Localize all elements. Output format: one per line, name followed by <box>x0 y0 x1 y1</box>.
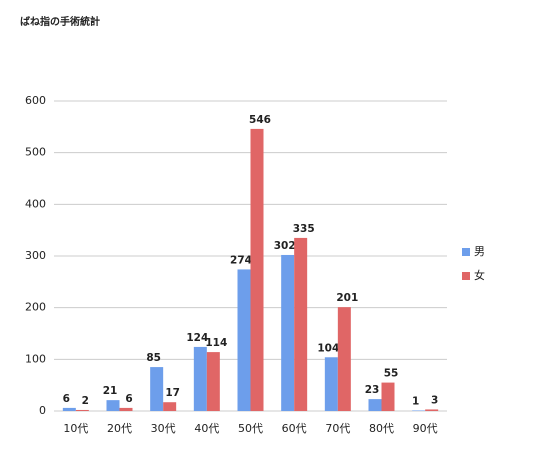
y-tick-label: 500 <box>25 146 46 159</box>
bar <box>425 409 439 411</box>
value-label: 302 <box>274 240 296 252</box>
bar <box>150 367 164 411</box>
value-label: 23 <box>365 384 380 396</box>
x-tick-label: 50代 <box>238 422 263 435</box>
value-label: 21 <box>103 385 118 397</box>
bar <box>368 399 382 411</box>
value-label: 6 <box>63 393 70 405</box>
legend-swatch <box>462 248 470 256</box>
value-label: 104 <box>317 342 339 354</box>
bar <box>412 410 426 411</box>
value-label: 85 <box>146 352 161 364</box>
legend-label: 男 <box>474 245 485 258</box>
value-label: 55 <box>384 368 399 380</box>
bar <box>324 357 338 411</box>
x-tick-label: 30代 <box>151 422 176 435</box>
y-tick-label: 0 <box>39 404 46 417</box>
value-label: 335 <box>293 223 315 235</box>
bar <box>193 346 207 411</box>
x-tick-label: 90代 <box>413 422 438 435</box>
x-tick-label: 20代 <box>107 422 132 435</box>
legend-label: 女 <box>474 268 485 282</box>
bar <box>119 407 133 411</box>
y-tick-label: 200 <box>25 301 46 314</box>
x-tick-label: 60代 <box>282 422 307 435</box>
value-label: 201 <box>336 292 358 304</box>
x-tick-label: 10代 <box>63 422 88 435</box>
bar <box>237 269 251 411</box>
bar <box>281 254 295 411</box>
value-label: 274 <box>230 254 252 266</box>
value-label: 114 <box>205 337 227 349</box>
y-tick-label: 600 <box>25 94 46 107</box>
legend-swatch <box>462 272 470 280</box>
value-label: 546 <box>249 114 271 126</box>
y-tick-label: 400 <box>25 197 46 210</box>
value-label: 3 <box>431 394 438 406</box>
bar <box>62 407 76 411</box>
chart-title: ばね指の手術統計 <box>20 15 100 28</box>
bar <box>294 237 308 411</box>
bar <box>206 352 220 411</box>
value-label: 17 <box>165 387 180 399</box>
bar <box>250 128 264 411</box>
bar <box>75 409 89 411</box>
bar <box>337 307 351 411</box>
bar <box>381 382 395 411</box>
value-label: 124 <box>186 332 208 344</box>
y-tick-label: 300 <box>25 249 46 262</box>
y-tick-label: 100 <box>25 352 46 365</box>
value-label: 6 <box>125 393 132 405</box>
x-tick-label: 70代 <box>325 422 350 435</box>
x-tick-label: 80代 <box>369 422 394 435</box>
value-label: 1 <box>412 395 419 407</box>
bar <box>163 402 177 411</box>
bar <box>106 400 120 411</box>
value-label: 2 <box>82 395 89 407</box>
x-tick-label: 40代 <box>194 422 219 435</box>
